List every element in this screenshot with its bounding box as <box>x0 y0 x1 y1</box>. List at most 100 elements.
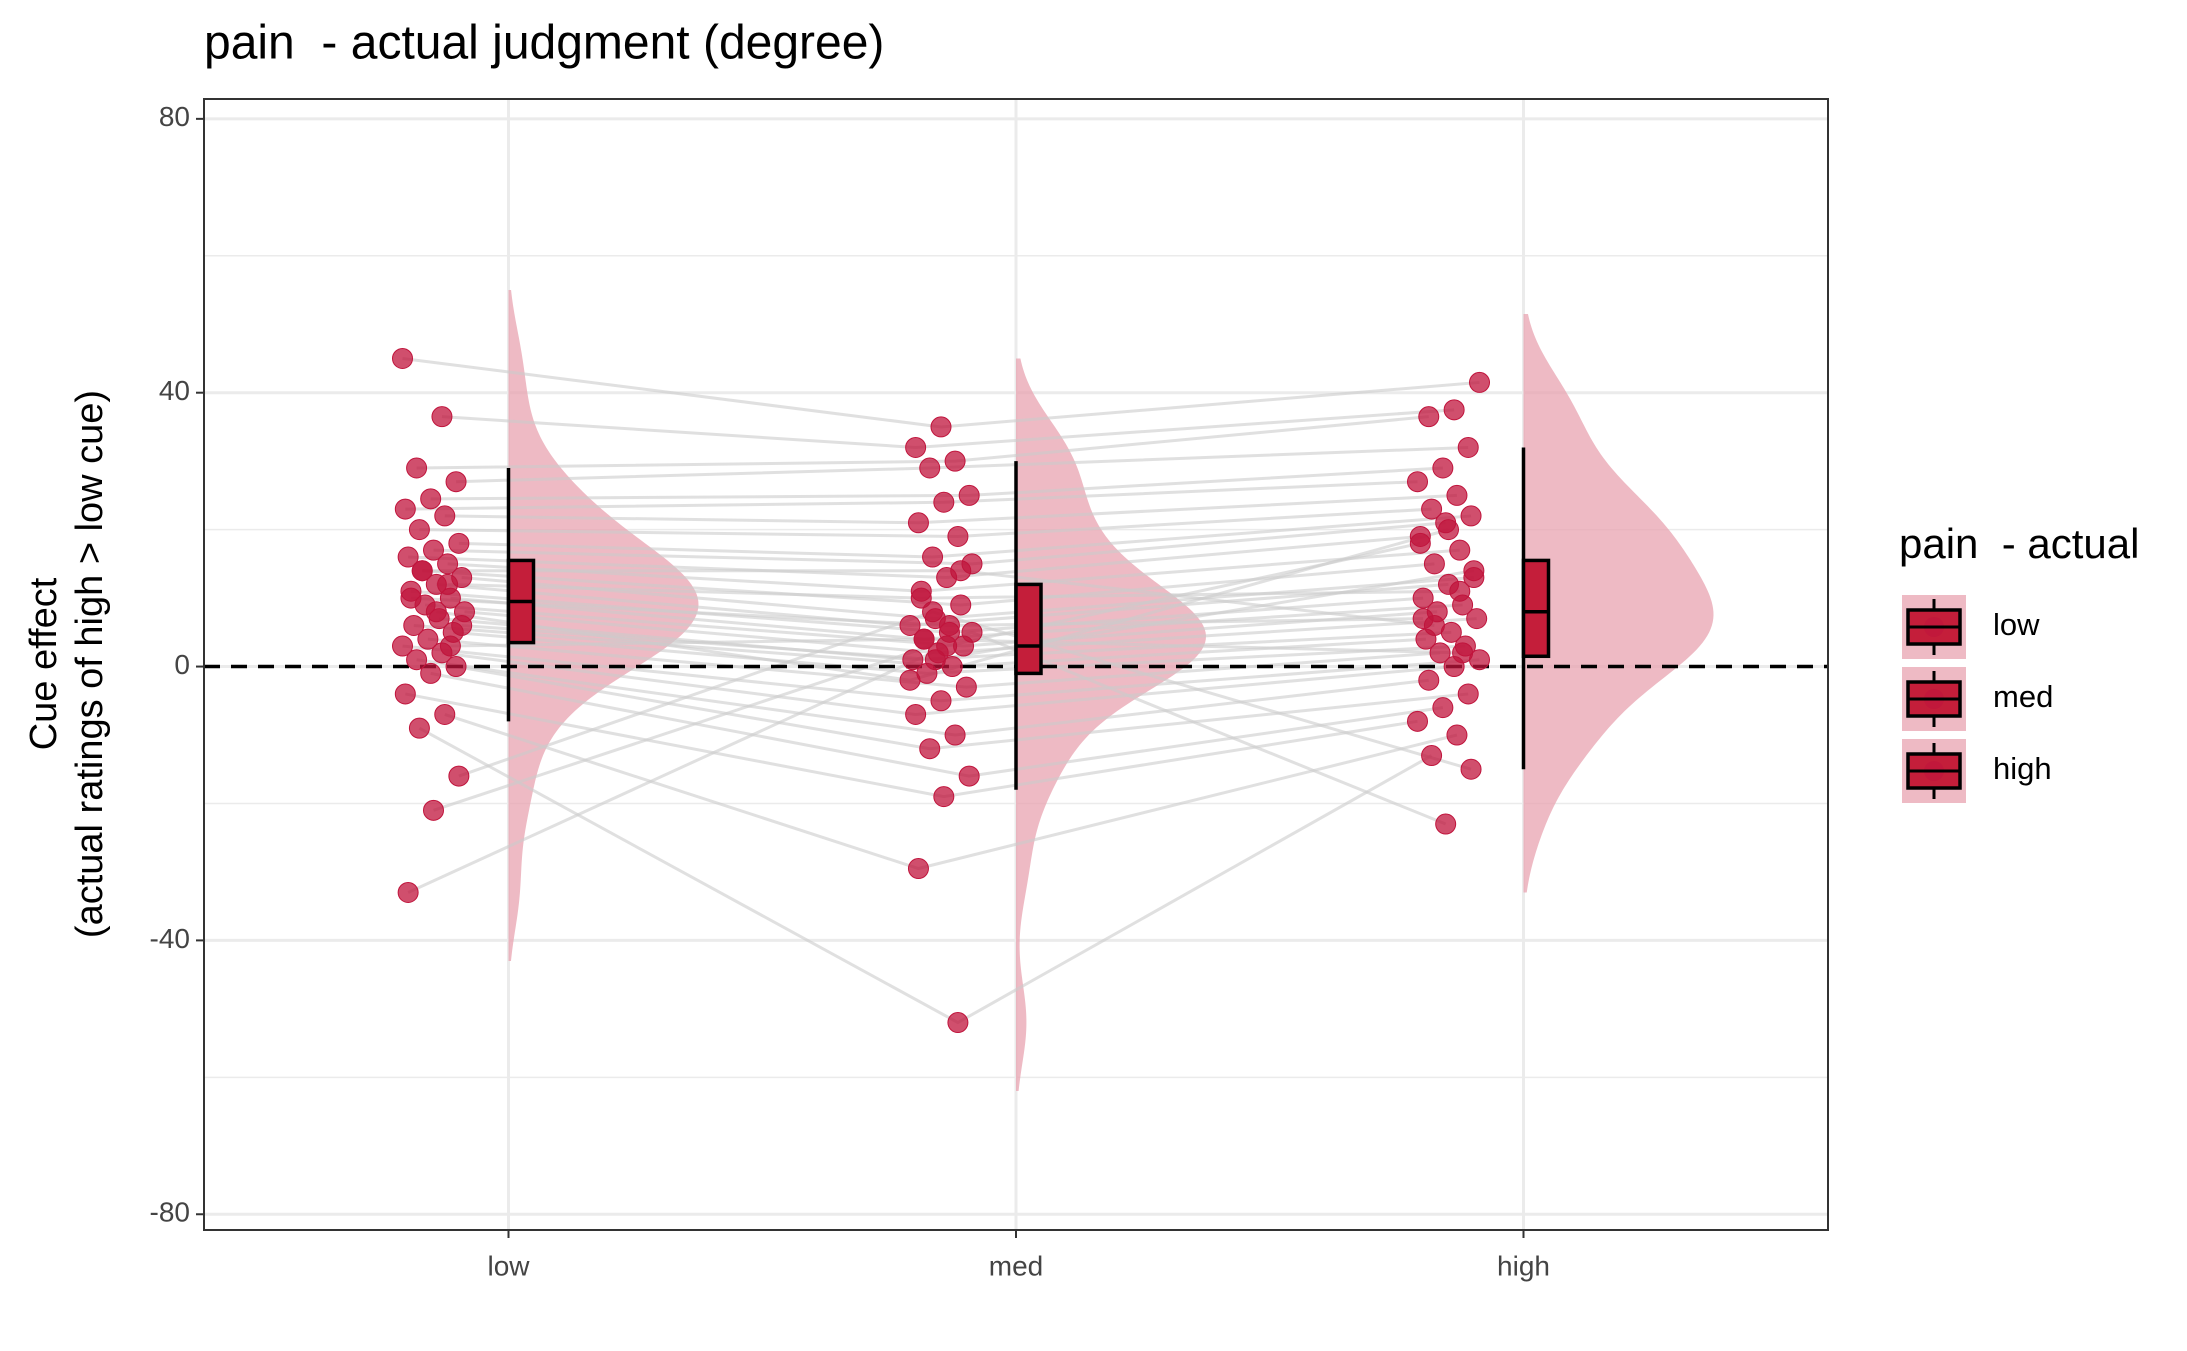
point <box>907 512 929 534</box>
y-tick-label: 80 <box>159 101 190 132</box>
point <box>919 457 941 479</box>
point <box>408 717 430 739</box>
y-tick-label: 40 <box>159 375 190 406</box>
point <box>961 621 983 643</box>
point <box>936 635 958 657</box>
point <box>947 525 969 547</box>
x-tick-label: high <box>1497 1250 1550 1281</box>
point <box>448 532 470 554</box>
point <box>423 799 444 821</box>
point <box>938 614 960 636</box>
point <box>1438 519 1459 541</box>
point <box>905 436 927 458</box>
point <box>392 347 413 369</box>
point <box>400 587 422 609</box>
point <box>434 505 456 527</box>
point <box>423 539 444 561</box>
point <box>434 703 456 725</box>
point <box>1421 745 1443 767</box>
point <box>1435 813 1457 835</box>
point <box>899 669 921 691</box>
box <box>1014 582 1043 676</box>
point <box>397 546 419 568</box>
y-tick-label: -80 <box>150 1197 190 1228</box>
point <box>907 858 929 880</box>
point <box>437 553 459 575</box>
point <box>1409 532 1431 554</box>
point <box>1429 642 1451 664</box>
y-axis-title-line: Cue effect <box>23 577 65 750</box>
chart-title: pain - actual judgment (degree) <box>204 17 884 70</box>
point <box>1412 587 1434 609</box>
point <box>417 628 439 650</box>
point <box>930 690 952 712</box>
point <box>919 738 941 760</box>
point <box>437 573 459 595</box>
x-tick-label: low <box>487 1250 530 1281</box>
point <box>1421 498 1443 520</box>
y-tick-label: 0 <box>174 649 190 680</box>
point <box>411 560 433 582</box>
point <box>431 406 453 428</box>
point <box>1423 553 1445 575</box>
point <box>392 635 413 657</box>
point <box>1446 484 1468 506</box>
point <box>933 491 955 513</box>
x-tick-label: med <box>989 1250 1043 1281</box>
point <box>1407 710 1428 732</box>
point <box>905 703 927 725</box>
point <box>445 471 467 493</box>
point <box>445 656 467 678</box>
density <box>1016 358 1206 1092</box>
y-axis-title-line: (actual ratings of high > low cue) <box>69 390 111 938</box>
point <box>403 614 425 636</box>
point <box>1418 406 1440 428</box>
point <box>451 614 473 636</box>
point <box>1418 669 1440 691</box>
point <box>1449 539 1471 561</box>
point <box>924 649 946 671</box>
point <box>1412 608 1434 630</box>
point <box>1457 683 1479 705</box>
point <box>397 881 419 903</box>
point <box>1460 758 1482 780</box>
point <box>1432 457 1454 479</box>
point <box>958 765 980 787</box>
point <box>910 587 932 609</box>
density <box>1523 313 1714 893</box>
point <box>922 546 944 568</box>
point <box>958 484 980 506</box>
point <box>944 450 966 472</box>
legend-label: med <box>1993 679 2053 714</box>
point <box>448 765 470 787</box>
density <box>508 290 699 961</box>
point <box>930 416 952 438</box>
point <box>1463 560 1485 582</box>
point <box>902 649 924 671</box>
legend-label: low <box>1993 607 2040 642</box>
point <box>439 635 461 657</box>
point <box>1449 580 1471 602</box>
point <box>394 498 416 520</box>
point <box>1407 471 1428 493</box>
point <box>406 649 428 671</box>
point <box>913 628 935 650</box>
point <box>406 457 428 479</box>
point <box>420 488 442 510</box>
point <box>1452 642 1474 664</box>
point <box>1469 371 1490 393</box>
point <box>420 662 442 684</box>
point <box>955 676 977 698</box>
point <box>1457 436 1479 458</box>
point <box>947 1012 969 1034</box>
point <box>944 724 966 746</box>
y-axis-title: Cue effect (actual ratings of high > low… <box>23 390 111 938</box>
legend-label: high <box>1993 751 2052 786</box>
y-tick-label: -40 <box>150 923 190 954</box>
point <box>933 786 955 808</box>
point <box>1466 608 1488 630</box>
point <box>922 601 944 623</box>
point <box>425 601 447 623</box>
point <box>1446 724 1468 746</box>
point <box>1443 399 1465 421</box>
